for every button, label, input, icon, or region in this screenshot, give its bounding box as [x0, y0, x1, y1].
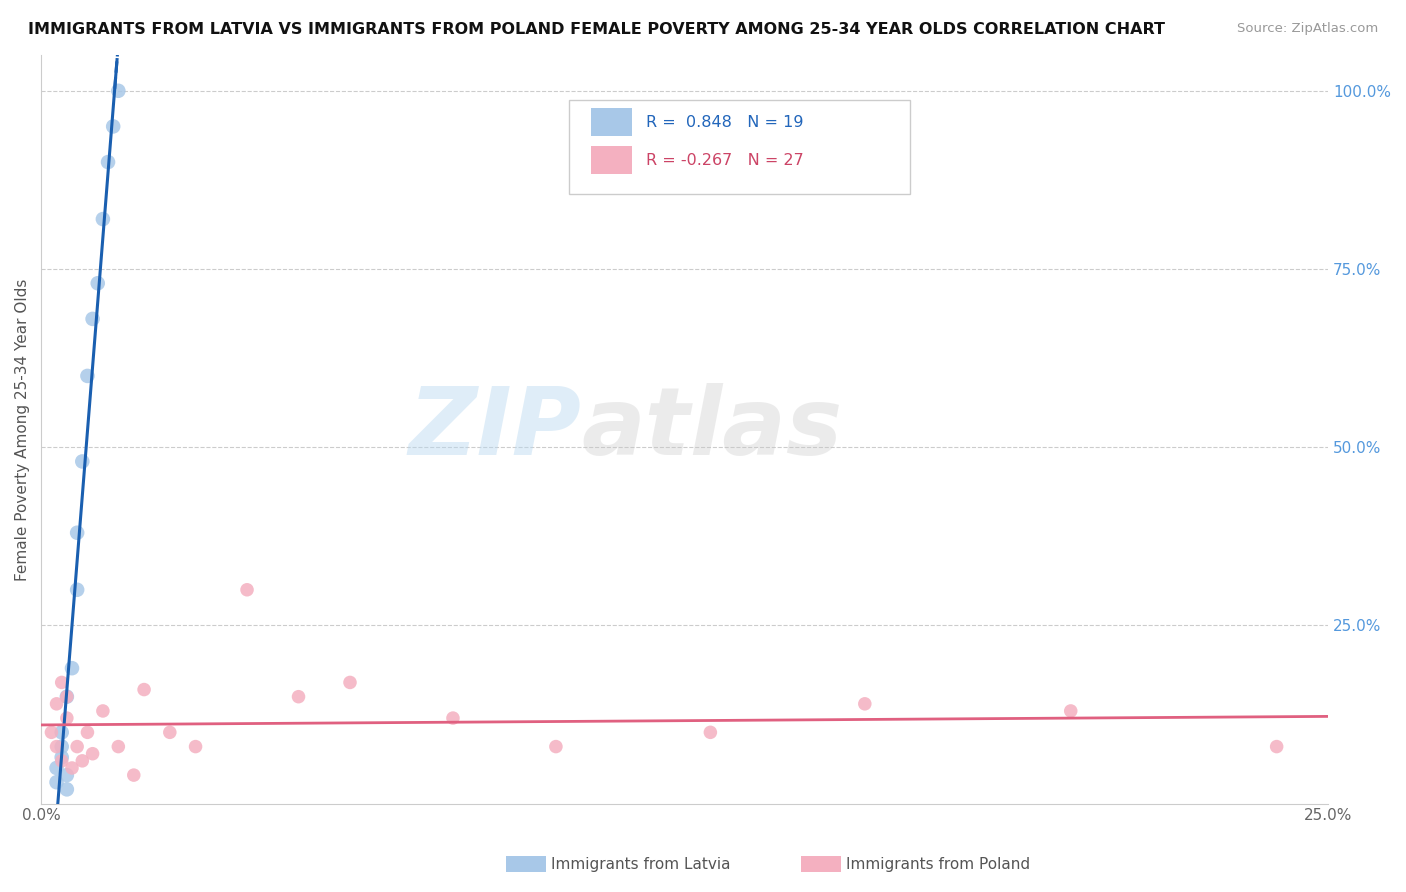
- Point: [56, 690, 79, 704]
- Text: R = -0.267   N = 27: R = -0.267 N = 27: [645, 153, 804, 168]
- Point: [441, 711, 464, 725]
- Text: atlas: atlas: [582, 384, 844, 475]
- Point: [51, 675, 73, 690]
- Point: [45, 697, 67, 711]
- Point: [66, 525, 89, 540]
- Point: [82, 311, 104, 326]
- Point: [45, 739, 67, 754]
- Text: Source: ZipAtlas.com: Source: ZipAtlas.com: [1237, 22, 1378, 36]
- Point: [97, 155, 120, 169]
- Point: [66, 739, 89, 754]
- Text: Immigrants from Poland: Immigrants from Poland: [846, 857, 1031, 871]
- Point: [56, 690, 79, 704]
- Point: [60, 661, 83, 675]
- Point: [51, 754, 73, 768]
- Point: [236, 582, 259, 597]
- Point: [87, 277, 110, 291]
- Point: [1060, 704, 1083, 718]
- Point: [339, 675, 361, 690]
- Point: [699, 725, 721, 739]
- Point: [853, 697, 876, 711]
- FancyBboxPatch shape: [569, 100, 910, 194]
- Point: [132, 682, 155, 697]
- Point: [51, 725, 73, 739]
- Point: [72, 454, 94, 468]
- Point: [56, 711, 79, 725]
- Point: [76, 368, 98, 383]
- Text: IMMIGRANTS FROM LATVIA VS IMMIGRANTS FROM POLAND FEMALE POVERTY AMONG 25-34 YEAR: IMMIGRANTS FROM LATVIA VS IMMIGRANTS FRO…: [28, 22, 1166, 37]
- Text: R =  0.848   N = 19: R = 0.848 N = 19: [645, 115, 803, 129]
- Point: [45, 761, 67, 775]
- Point: [60, 761, 83, 775]
- Point: [41, 725, 63, 739]
- Point: [1265, 739, 1288, 754]
- Point: [51, 739, 73, 754]
- Point: [287, 690, 309, 704]
- Point: [76, 725, 98, 739]
- Point: [51, 750, 73, 764]
- Point: [122, 768, 145, 782]
- Point: [103, 120, 125, 134]
- Point: [91, 704, 114, 718]
- Point: [66, 582, 89, 597]
- Point: [82, 747, 104, 761]
- Point: [91, 212, 114, 227]
- Point: [56, 768, 79, 782]
- Bar: [591, 146, 631, 174]
- Point: [544, 739, 567, 754]
- Point: [107, 739, 129, 754]
- Point: [56, 782, 79, 797]
- Point: [159, 725, 181, 739]
- Y-axis label: Female Poverty Among 25-34 Year Olds: Female Poverty Among 25-34 Year Olds: [15, 278, 30, 581]
- Text: ZIP: ZIP: [409, 384, 582, 475]
- Point: [107, 84, 129, 98]
- Bar: [591, 108, 631, 136]
- Point: [72, 754, 94, 768]
- Point: [45, 775, 67, 789]
- Point: [184, 739, 207, 754]
- Text: Immigrants from Latvia: Immigrants from Latvia: [551, 857, 731, 871]
